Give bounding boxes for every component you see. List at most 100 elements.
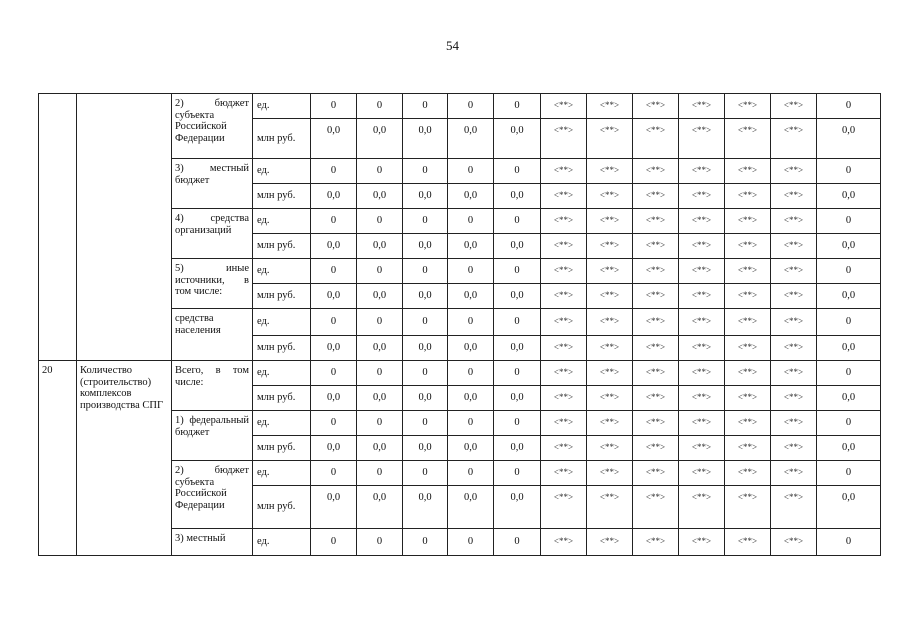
page-number: 54: [446, 38, 459, 53]
value-cell: 0: [356, 93, 403, 119]
value-cell: <**>: [632, 335, 679, 361]
funding-source-cell: 3) местный: [171, 528, 253, 556]
table-row: 1) федеральный бюджет ед. 0 0 0 0 0 <**> <**> <**…: [39, 410, 881, 461]
unit-cell: млн руб.: [252, 233, 311, 259]
value-cell: 0: [356, 460, 403, 486]
value-cell: <**>: [678, 233, 725, 259]
value-cell: <**>: [724, 233, 771, 259]
value-cell: 0: [447, 258, 494, 284]
value-cell: <**>: [540, 233, 587, 259]
value-cell: <**>: [678, 360, 725, 386]
value-cell: 0: [816, 460, 881, 486]
value-cell: 0: [402, 208, 448, 234]
value-cell: <**>: [632, 258, 679, 284]
value-cell: 0: [310, 208, 357, 234]
value-cell: <**>: [724, 283, 771, 309]
value-cell: <**>: [586, 208, 633, 234]
unit-cell: ед.: [252, 360, 311, 386]
value-cell: 0,0: [402, 335, 448, 361]
value-cell: <**>: [724, 385, 771, 411]
value-cell: 0: [356, 208, 403, 234]
value-cell: 0: [310, 93, 357, 119]
table-row: млн руб. 0,0 0,0 0,0 0,0 0,0 <**> <**> <**> <**> <…: [39, 485, 881, 529]
value-cell: <**>: [678, 385, 725, 411]
value-cell: <**>: [770, 485, 817, 529]
value-cell: 0,0: [447, 335, 494, 361]
value-cell: 0,0: [310, 283, 357, 309]
value-cell: 0: [356, 410, 403, 436]
value-cell: <**>: [678, 93, 725, 119]
unit-cell: млн руб.: [252, 435, 311, 461]
value-cell: 0: [816, 410, 881, 436]
value-cell: <**>: [632, 208, 679, 234]
value-cell: 0,0: [402, 183, 448, 209]
value-cell: <**>: [678, 308, 725, 336]
value-cell: <**>: [632, 460, 679, 486]
value-cell: 0,0: [816, 435, 881, 461]
value-cell: 0: [816, 360, 881, 386]
value-cell: 0: [447, 460, 494, 486]
unit-cell: ед.: [252, 308, 311, 336]
value-cell: 0,0: [310, 118, 357, 159]
value-cell: <**>: [678, 118, 725, 159]
value-cell: <**>: [632, 360, 679, 386]
value-cell: <**>: [632, 528, 679, 556]
value-cell: 0,0: [816, 335, 881, 361]
value-cell: <**>: [678, 435, 725, 461]
value-cell: 0,0: [402, 485, 448, 529]
table-row: млн руб. 0,0 0,0 0,0 0,0 0,0 <**> <**> <**> <**> <…: [39, 183, 881, 209]
table-row: 20 Количество (строительство) комплексов …: [38, 360, 881, 556]
value-cell: <**>: [540, 258, 587, 284]
value-cell: 0,0: [816, 283, 881, 309]
unit-cell: ед.: [252, 258, 311, 284]
value-cell: 0: [816, 258, 881, 284]
unit-cell: млн руб.: [252, 485, 311, 529]
value-cell: 0,0: [493, 385, 541, 411]
funding-source-cell: 2) бюджет субъекта Российской Федерации: [171, 93, 253, 159]
value-cell: <**>: [770, 460, 817, 486]
value-cell: <**>: [678, 283, 725, 309]
value-cell: 0,0: [356, 283, 403, 309]
value-cell: 0,0: [402, 233, 448, 259]
value-cell: <**>: [770, 93, 817, 119]
value-cell: 0: [310, 460, 357, 486]
value-cell: 0,0: [356, 118, 403, 159]
value-cell: <**>: [724, 118, 771, 159]
value-cell: 0,0: [816, 118, 881, 159]
value-cell: <**>: [586, 308, 633, 336]
value-cell: 0,0: [402, 283, 448, 309]
value-cell: <**>: [632, 233, 679, 259]
value-cell: 0,0: [447, 283, 494, 309]
value-cell: <**>: [632, 158, 679, 184]
unit-cell: ед.: [252, 528, 311, 556]
value-cell: 0,0: [447, 233, 494, 259]
value-cell: <**>: [632, 485, 679, 529]
value-cell: <**>: [540, 385, 587, 411]
value-cell: 0: [447, 308, 494, 336]
value-cell: <**>: [724, 435, 771, 461]
value-cell: <**>: [770, 335, 817, 361]
value-cell: 0: [310, 360, 357, 386]
value-cell: 0,0: [402, 435, 448, 461]
value-cell: <**>: [586, 435, 633, 461]
value-cell: <**>: [540, 410, 587, 436]
value-cell: <**>: [724, 258, 771, 284]
funding-source-cell: 1) федеральный бюджет: [171, 410, 253, 461]
value-cell: 0,0: [493, 183, 541, 209]
value-cell: 0: [356, 308, 403, 336]
value-cell: 0: [493, 460, 541, 486]
value-cell: <**>: [678, 335, 725, 361]
value-cell: <**>: [540, 183, 587, 209]
value-cell: <**>: [540, 435, 587, 461]
value-cell: 0: [402, 528, 448, 556]
value-cell: <**>: [632, 183, 679, 209]
value-cell: 0: [493, 410, 541, 436]
value-cell: 0,0: [310, 485, 357, 529]
value-cell: <**>: [586, 485, 633, 529]
value-cell: 0: [816, 158, 881, 184]
value-cell: 0,0: [447, 385, 494, 411]
value-cell: 0: [447, 360, 494, 386]
value-cell: 0: [402, 93, 448, 119]
value-cell: 0,0: [447, 183, 494, 209]
value-cell: <**>: [770, 208, 817, 234]
